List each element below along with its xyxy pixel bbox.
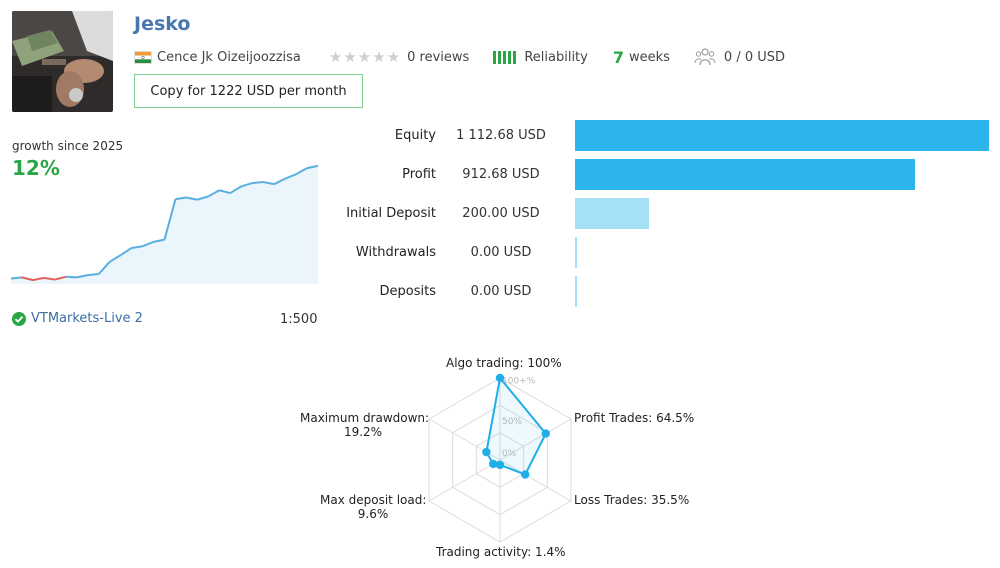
verified-check-icon <box>12 311 26 326</box>
stat-bar <box>575 276 577 307</box>
radar-point <box>521 470 530 479</box>
growth-line-segment <box>207 189 220 198</box>
radar-axis-label: Profit Trades: 64.5% <box>574 411 694 425</box>
radar-scale-label: 100+% <box>502 377 536 387</box>
growth-value: 12% <box>12 156 60 180</box>
stat-bar <box>575 237 577 268</box>
growth-line-segment <box>120 247 133 256</box>
growth-line-segment <box>262 180 275 186</box>
growth-line-segment <box>252 180 264 185</box>
radar-axis-value: 19.2% <box>343 425 383 439</box>
india-flag-icon <box>134 50 152 64</box>
radar-axis-label-line: Maximum drawdown: <box>300 411 430 425</box>
radar-axis-label-line: Profit Trades: 64.5% <box>574 411 695 425</box>
radar-axis <box>428 459 501 502</box>
radar-axis-label: Trading activity: 1.4% <box>436 545 566 559</box>
radar-axis-label: Algo trading: 100% <box>446 356 562 370</box>
country-name: Cence Jk Oizeijoozzisa <box>157 49 301 65</box>
reviews-link[interactable]: 0 reviews <box>407 49 470 65</box>
star-icon: ★ <box>328 47 343 66</box>
stat-label: Equity <box>394 128 436 143</box>
reliability-bars-icon <box>493 50 518 64</box>
growth-line-segment <box>131 245 143 249</box>
growth-line-segment <box>284 173 297 180</box>
growth-line-segment <box>43 276 56 281</box>
growth-line-segment <box>240 182 253 188</box>
radar-axis-label: Maximum drawdown: 19.2% <box>300 411 430 439</box>
subscribers-value: 0 / 0 USD <box>723 49 786 65</box>
growth-line-segment <box>306 164 319 170</box>
reliability-label: Reliability <box>524 49 588 65</box>
star-icon: ★ <box>372 47 386 66</box>
radar-point <box>482 447 491 457</box>
radar-axis-label: Loss Trades: 35.5% <box>574 493 689 507</box>
profile-meta: Cence Jk Oizeijoozzisa ★ ★ ★ ★ ★ 0 revie… <box>134 47 785 67</box>
growth-line-segment <box>175 196 187 201</box>
radar-axis-label-line: Algo trading: 100% <box>446 356 562 370</box>
radar-point <box>495 460 505 470</box>
radar-axis-label-line: Max deposit load: <box>320 493 427 507</box>
growth-line-segment <box>153 238 165 243</box>
stat-label: Profit <box>402 167 436 182</box>
trader-name[interactable]: Jesko <box>134 13 191 35</box>
growth-line-segment <box>54 275 67 281</box>
stat-label: Deposits <box>379 284 436 299</box>
growth-line-segment <box>142 240 154 248</box>
stat-bar <box>575 120 989 151</box>
broker-server[interactable]: VTMarkets-Live 2 <box>12 311 143 326</box>
radar-axis-label-line: Trading activity: 1.4% <box>436 545 566 559</box>
stat-value: 0.00 USD <box>470 284 532 299</box>
star-icon: ★ <box>386 47 401 66</box>
radar-axis-label-line: Loss Trades: 35.5% <box>574 493 690 507</box>
growth-chart[interactable] <box>10 160 320 290</box>
avatar-photo <box>12 11 113 112</box>
trader-avatar <box>12 11 113 112</box>
growth-line-segment <box>32 276 45 282</box>
weeks-label: weeks <box>628 49 670 65</box>
growth-label: growth since 2025 <box>12 139 124 153</box>
growth-area <box>11 165 318 284</box>
radar-axis-value: 9.6% <box>357 507 389 521</box>
star-icon: ★ <box>357 47 372 66</box>
radar-point <box>495 373 505 383</box>
growth-line-segment <box>273 177 286 186</box>
growth-line-segment <box>219 189 231 195</box>
growth-line-segment <box>87 273 99 277</box>
stat-value: 200.00 USD <box>462 206 540 221</box>
subscribers-icon <box>694 48 716 66</box>
growth-line-segment <box>65 275 77 279</box>
rating-stars[interactable]: ★ ★ ★ ★ ★ <box>328 47 401 66</box>
growth-line-segment <box>229 185 242 194</box>
weeks-value: 7 <box>612 47 624 67</box>
growth-line-segment <box>186 196 198 201</box>
stat-label: Initial Deposit <box>346 206 436 221</box>
stat-bar <box>575 198 649 229</box>
radar-point <box>541 429 551 438</box>
growth-line-segment <box>76 274 88 279</box>
stat-label: Withdrawals <box>355 245 436 260</box>
radar-scale-label: 50% <box>502 417 522 427</box>
stat-value: 1 112.68 USD <box>456 128 546 143</box>
growth-line-segment <box>10 276 23 280</box>
radar-data-polygon <box>485 375 547 476</box>
stat-value: 0.00 USD <box>470 245 532 260</box>
growth-line-segment <box>163 198 177 240</box>
radar-chart: 100+% 50% 0% <box>428 373 572 543</box>
broker-name: VTMarkets-Live 2 <box>31 311 143 326</box>
radar-scale-label: 0% <box>502 449 517 459</box>
growth-line-segment <box>295 167 308 176</box>
copy-subscribe-button[interactable]: Copy for 1222 USD per month <box>134 74 363 108</box>
growth-line-segment <box>21 276 34 282</box>
stat-bar <box>575 159 915 190</box>
radar-axis <box>499 459 572 502</box>
stat-value: 912.68 USD <box>462 167 540 182</box>
growth-line-segment <box>197 195 209 201</box>
star-icon: ★ <box>343 47 357 66</box>
growth-line-segment <box>97 261 111 275</box>
growth-line-segment <box>109 254 122 263</box>
leverage-value: 1:500 <box>280 312 318 327</box>
radar-axis-label: Max deposit load: 9.6% <box>320 493 426 521</box>
radar-point <box>488 459 498 469</box>
radar-axis <box>499 418 572 461</box>
